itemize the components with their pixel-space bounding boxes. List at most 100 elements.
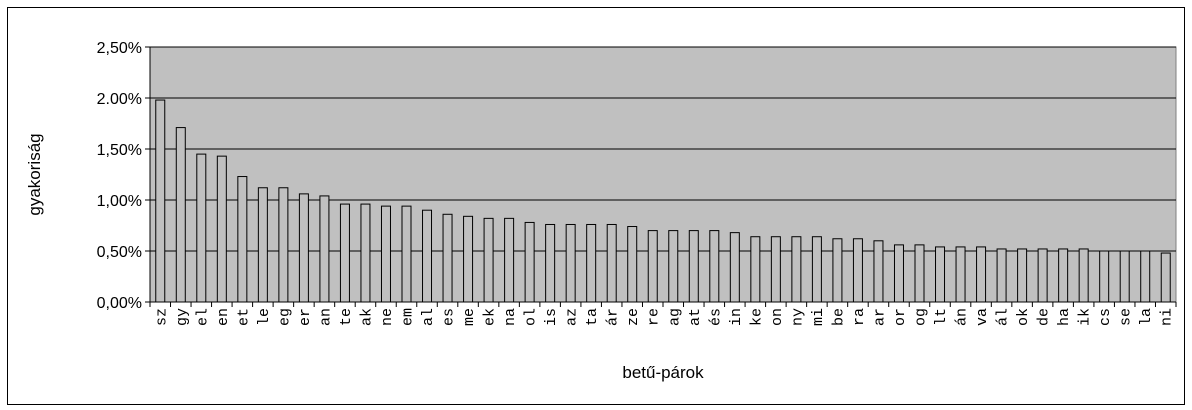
bar-mi (811, 236, 822, 303)
bar-on (770, 236, 781, 303)
x-tick-label: ke (748, 308, 765, 326)
x-tick-label: ol (523, 308, 540, 326)
x-tick-label: se (1118, 308, 1135, 326)
x-tick-label: em (400, 308, 417, 326)
x-tick-label: gy (174, 308, 191, 326)
x-tick-label: an (317, 308, 334, 326)
bar-ha (1058, 248, 1069, 303)
bar-ne (380, 205, 391, 303)
y-tick-label: 0,50% (97, 244, 142, 261)
bar-te (339, 203, 350, 303)
x-tick-label: sz (153, 308, 170, 326)
bar-og (914, 244, 925, 303)
bar-at (688, 230, 699, 303)
bar-ny (791, 236, 802, 303)
bar-és (709, 230, 720, 303)
bar-ok (1017, 248, 1028, 303)
x-tick-label: lt (933, 308, 950, 326)
x-tick-label: ik (1077, 308, 1094, 326)
x-tick-label: eg (276, 308, 293, 326)
bar-ag (668, 230, 679, 303)
x-tick-labels: sz gy el en et le eg er an te ak ne em al es me ek na ol is… (149, 302, 1177, 326)
x-tick-label: el (194, 308, 211, 326)
bar-al (422, 209, 433, 303)
bar-la (1140, 250, 1151, 303)
x-tick-label: ár (605, 308, 622, 326)
bar-ar (873, 240, 884, 303)
bar-me (463, 215, 474, 303)
x-tick-label: ok (1015, 308, 1032, 326)
x-tick-label: de (1036, 308, 1053, 326)
bar-et (237, 176, 248, 303)
x-tick-label: og (913, 308, 930, 326)
y-tick-label: 1,00% (97, 193, 142, 210)
y-axis-title: gyakoriság (25, 133, 44, 215)
bar-le (257, 187, 268, 303)
x-tick-label: az (564, 308, 581, 326)
x-tick-label: or (892, 308, 909, 326)
bar-ál (996, 248, 1007, 303)
bar-ke (750, 236, 761, 303)
bar-cs (1099, 250, 1110, 303)
bar-ár (606, 223, 617, 303)
x-tick-label: ál (995, 308, 1012, 326)
bar-az (565, 223, 576, 303)
x-tick-label: la (1138, 308, 1155, 326)
x-tick-label: na (502, 308, 519, 326)
x-tick-label: ni (1159, 308, 1176, 326)
x-tick-label: va (974, 308, 991, 326)
bar-or (893, 244, 904, 303)
x-tick-label: et (235, 308, 252, 326)
x-tick-label: mi (810, 308, 827, 326)
bar-es (442, 213, 453, 303)
x-tick-label: al (420, 308, 437, 326)
x-tick-label: ak (358, 308, 375, 326)
x-tick-label: es (441, 308, 458, 326)
x-tick-label: en (215, 308, 232, 326)
bar-is (545, 223, 556, 303)
x-tick-label: és (707, 308, 724, 326)
x-tick-label: er (297, 308, 314, 326)
bar-el (196, 153, 207, 303)
bar-er (298, 193, 309, 303)
x-tick-label: re (646, 308, 663, 326)
bar-sz (155, 99, 166, 303)
bar-an (319, 195, 330, 303)
bar-lt (935, 246, 946, 303)
bar-em (401, 205, 412, 303)
x-tick-label: ha (1056, 308, 1073, 326)
x-tick-label: cs (1097, 308, 1114, 326)
bar-ze (627, 226, 638, 303)
bar-in (729, 232, 740, 303)
x-tick-label: ar (871, 308, 888, 326)
x-tick-label: in (728, 308, 745, 326)
bar-ak (360, 203, 371, 303)
bar-va (976, 246, 987, 303)
bar-ol (524, 221, 535, 303)
y-tick-label: 0,00% (97, 295, 142, 312)
x-tick-label: me (461, 308, 478, 326)
x-tick-label: ne (379, 308, 396, 326)
bar-de (1037, 248, 1048, 303)
bar-se (1119, 250, 1130, 303)
bar-eg (278, 187, 289, 303)
bar-ik (1078, 248, 1089, 303)
x-tick-label: le (256, 308, 273, 326)
bar-en (216, 155, 227, 303)
bar-ta (586, 223, 597, 303)
y-tick-label: 2.00% (97, 91, 142, 108)
bar-re (647, 230, 658, 303)
bar-gy (175, 127, 186, 303)
bar-be (832, 238, 843, 303)
x-tick-label: ag (666, 308, 683, 326)
x-tick-label: at (687, 308, 704, 326)
bars (155, 99, 1171, 303)
x-tick-label: on (769, 308, 786, 326)
x-tick-label: ek (482, 308, 499, 326)
bar-ek (483, 217, 494, 303)
bar-na (504, 217, 515, 303)
x-tick-label: be (830, 308, 847, 326)
x-tick-label: án (954, 308, 971, 326)
x-tick-label: te (338, 308, 355, 326)
